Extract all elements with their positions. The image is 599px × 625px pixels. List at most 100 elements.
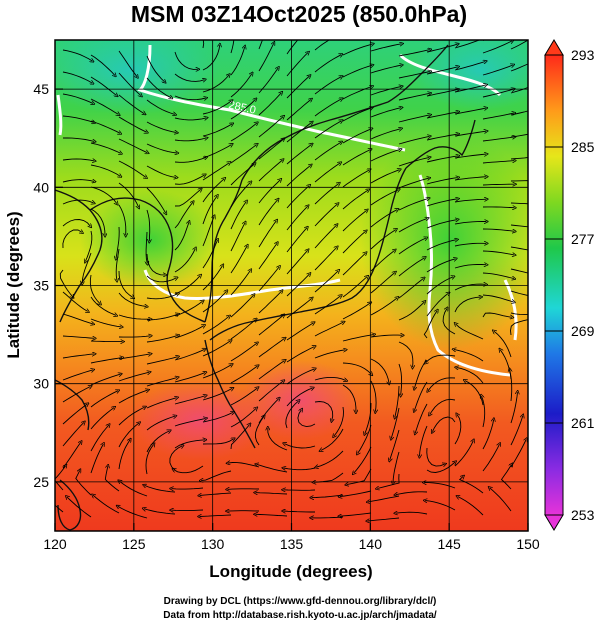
- streamline: [510, 392, 518, 424]
- streamline: [490, 488, 512, 512]
- streamline: [398, 238, 426, 255]
- streamline: [230, 408, 256, 428]
- streamline: [118, 314, 150, 319]
- colorbar-max-triangle: [544, 39, 564, 56]
- streamline: [62, 387, 90, 403]
- streamline: [258, 315, 284, 336]
- streamline: [426, 67, 458, 75]
- streamline: [268, 428, 288, 451]
- streamline: [62, 219, 90, 227]
- x-tick-label: 135: [280, 536, 304, 552]
- streamline: [146, 99, 175, 114]
- streamline: [90, 318, 121, 327]
- coastline-hokkaido: [405, 119, 476, 169]
- streamline: [370, 44, 402, 52]
- streamline: [454, 40, 485, 49]
- streamline: [510, 180, 528, 182]
- streamline: [314, 99, 341, 117]
- streamline: [342, 384, 356, 412]
- streamline: [230, 40, 235, 54]
- streamline: [396, 491, 428, 495]
- streamline: [174, 373, 205, 383]
- streamline: [146, 209, 150, 241]
- streamline: [62, 313, 93, 324]
- streamline: [398, 278, 424, 299]
- x-tick-label: 150: [516, 536, 540, 552]
- y-axis-label: Latitude (degrees): [4, 211, 23, 358]
- streamline: [370, 298, 397, 316]
- streamline: [118, 440, 130, 470]
- streamline: [426, 199, 458, 207]
- streamline: [494, 331, 512, 358]
- streamline: [202, 124, 232, 137]
- streamline: [342, 87, 372, 100]
- streamline: [90, 296, 116, 315]
- streamline: [398, 157, 429, 167]
- streamline: [90, 186, 117, 204]
- streamline: [146, 416, 175, 431]
- streamline: [297, 410, 316, 428]
- streamline: [258, 40, 263, 50]
- streamline: [230, 202, 246, 230]
- streamline: [482, 207, 515, 208]
- streamline: [342, 362, 371, 374]
- streamline: [230, 47, 245, 76]
- streamline: [415, 403, 428, 433]
- streamline: [258, 338, 285, 358]
- contour-lines: [56, 44, 518, 377]
- streamline: [393, 451, 400, 483]
- streamline: [258, 117, 283, 138]
- streamline: [230, 164, 255, 186]
- streamline: [258, 267, 279, 292]
- streamline: [85, 230, 93, 261]
- streamline: [118, 506, 148, 519]
- x-axis: 120 125 130 135 140 145 150: [43, 523, 540, 552]
- streamline: [258, 43, 274, 72]
- streamline: [230, 123, 257, 142]
- y-tick-label: 30: [33, 376, 49, 392]
- streamline: [456, 324, 484, 340]
- streamline: [314, 204, 338, 227]
- x-axis-label: Longitude (degrees): [209, 562, 372, 581]
- streamline: [482, 113, 514, 120]
- streamline: [201, 470, 232, 481]
- streamline: [118, 138, 147, 153]
- streamline: [258, 139, 283, 160]
- colorbar-min-triangle: [544, 514, 564, 531]
- streamline: [398, 93, 430, 101]
- streamline: [146, 231, 147, 263]
- streamline: [510, 439, 526, 468]
- coastline-korea-west: [166, 229, 206, 323]
- streamline: [414, 381, 428, 411]
- streamline: [90, 358, 122, 364]
- streamline: [482, 137, 514, 142]
- streamline: [314, 225, 337, 249]
- x-tick-label: 125: [122, 536, 146, 552]
- streamline: [454, 349, 484, 362]
- streamline: [200, 492, 232, 496]
- streamline: [370, 87, 401, 96]
- streamline: [230, 366, 258, 384]
- streamline: [62, 180, 94, 182]
- streamline: [62, 230, 82, 249]
- streamline: [169, 446, 182, 471]
- y-tick-label: 35: [33, 278, 49, 294]
- streamline: [174, 138, 206, 142]
- streamline: [93, 495, 120, 514]
- streamline: [286, 165, 311, 187]
- streamline: [314, 376, 346, 380]
- streamline: [90, 444, 103, 474]
- streamline: [368, 495, 400, 502]
- streamline: [342, 190, 368, 210]
- streamline: [286, 53, 308, 77]
- streamline: [118, 116, 147, 132]
- streamline: [257, 464, 288, 473]
- streamline: [426, 44, 458, 53]
- streamline: [258, 243, 277, 270]
- streamline: [118, 423, 139, 448]
- streamline: [82, 252, 92, 283]
- streamline: [482, 184, 515, 185]
- streamline: [144, 509, 176, 515]
- streamline: [454, 297, 481, 313]
- streamline: [118, 407, 145, 426]
